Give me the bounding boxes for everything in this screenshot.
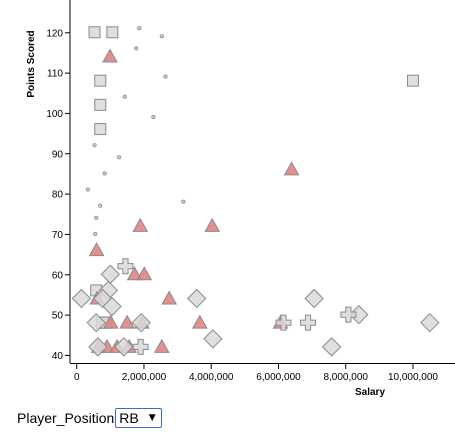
data-point-circle bbox=[137, 26, 142, 31]
y-tick-label: 70 bbox=[52, 230, 64, 241]
y-axis-title: Points Scored bbox=[26, 30, 37, 97]
data-point-circle bbox=[93, 231, 98, 237]
data-point-diamond bbox=[304, 288, 324, 309]
x-tick-label: 8,000,000 bbox=[323, 372, 368, 383]
y-tick-label: 110 bbox=[47, 69, 63, 80]
x-tick-label: 0 bbox=[74, 372, 80, 383]
data-point-square bbox=[94, 98, 107, 111]
data-point-triangle bbox=[88, 242, 105, 257]
data-point-circle bbox=[163, 74, 168, 79]
axes-group: 40 50 60 70 80 90 100 110 120 0 2,000,000 4,000,000… bbox=[46, 0, 455, 383]
data-point-triangle bbox=[204, 217, 221, 232]
data-point-triangle bbox=[283, 161, 300, 176]
data-point-diamond bbox=[203, 329, 223, 349]
y-tick-label: 40 bbox=[52, 351, 64, 362]
data-point-cross bbox=[132, 338, 149, 355]
data-point-circle bbox=[134, 46, 139, 51]
data-point-triangle bbox=[191, 314, 208, 329]
data-point-square bbox=[88, 26, 101, 39]
data-point-triangle bbox=[153, 338, 170, 353]
y-tick-label: 50 bbox=[52, 311, 64, 322]
data-point-diamond bbox=[114, 337, 134, 357]
data-point-cross bbox=[340, 306, 357, 323]
data-point-square bbox=[94, 74, 107, 87]
data-point-circle bbox=[92, 143, 97, 148]
position-select[interactable]: RB ▼ bbox=[115, 408, 162, 428]
data-point-circle bbox=[94, 215, 99, 220]
data-point-circle bbox=[151, 114, 156, 120]
data-point-diamond bbox=[131, 312, 151, 333]
chevron-down-icon: ▼ bbox=[148, 413, 156, 423]
data-point-circle bbox=[102, 171, 107, 176]
data-point-cross bbox=[117, 258, 134, 275]
data-point-circle bbox=[159, 34, 164, 39]
data-point-diamond bbox=[71, 288, 92, 309]
data-point-diamond bbox=[102, 296, 122, 317]
data-point-square bbox=[94, 123, 107, 136]
data-point-cross bbox=[275, 314, 292, 331]
x-tick-label: 10,000,000 bbox=[388, 372, 438, 383]
data-point-square bbox=[106, 26, 119, 39]
y-tick-label: 100 bbox=[46, 109, 63, 120]
data-point-triangle bbox=[132, 217, 149, 232]
data-point-triangle bbox=[102, 48, 118, 63]
y-tick-label: 60 bbox=[52, 270, 64, 281]
data-point-triangle bbox=[161, 290, 178, 305]
data-point-triangle bbox=[126, 266, 143, 281]
data-point-circle bbox=[85, 187, 90, 192]
data-point-diamond bbox=[86, 312, 106, 333]
marks-group bbox=[71, 26, 440, 357]
position-filter: Player_Position RB ▼ bbox=[17, 407, 162, 429]
data-point-circle bbox=[116, 155, 122, 160]
data-point-triangle bbox=[119, 314, 136, 329]
data-point-circle bbox=[98, 203, 103, 208]
data-point-diamond bbox=[321, 337, 342, 357]
data-point-circle bbox=[122, 94, 127, 99]
y-tick-label: 120 bbox=[46, 28, 63, 39]
x-axis-title: Salary bbox=[355, 387, 385, 398]
data-point-square bbox=[406, 74, 419, 87]
data-point-diamond bbox=[88, 337, 108, 357]
position-select-value: RB bbox=[119, 410, 139, 426]
data-point-diamond bbox=[100, 264, 121, 284]
data-point-diamond bbox=[187, 288, 207, 309]
x-tick-label: 6,000,000 bbox=[256, 372, 301, 383]
data-point-triangle bbox=[102, 314, 119, 329]
y-tick-label: 80 bbox=[52, 190, 64, 201]
scatter-chart: 40 50 60 70 80 90 100 110 120 0 2,000,000 4,000,000… bbox=[26, 0, 455, 398]
data-point-triangle bbox=[136, 266, 153, 281]
data-point-cross bbox=[300, 314, 317, 331]
data-point-circle bbox=[181, 199, 186, 204]
x-tick-label: 4,000,000 bbox=[189, 372, 234, 383]
position-filter-label: Player_Position bbox=[17, 410, 115, 426]
y-tick-label: 90 bbox=[52, 149, 64, 160]
x-tick-label: 2,000,000 bbox=[122, 372, 167, 383]
data-point-diamond bbox=[420, 312, 440, 333]
